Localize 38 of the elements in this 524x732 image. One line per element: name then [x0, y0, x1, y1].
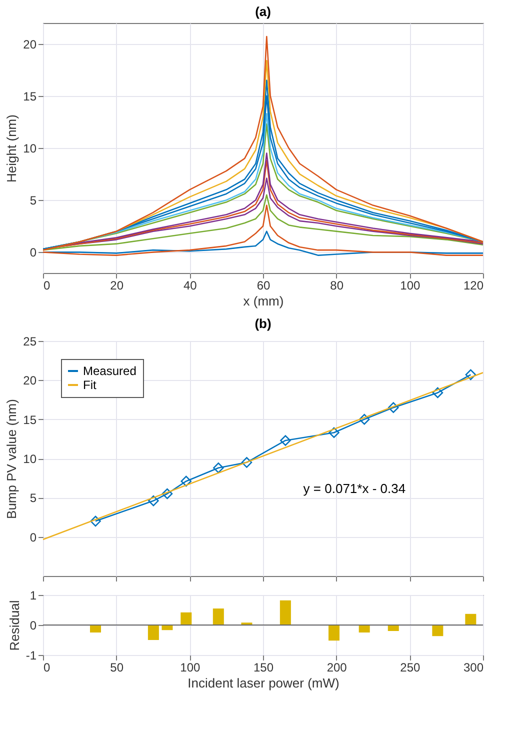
- x-tick-label: 60: [256, 278, 270, 292]
- legend-label: Fit: [83, 378, 97, 392]
- y-tick-label: 5: [30, 194, 37, 208]
- legend-label: Measured: [83, 364, 136, 378]
- x-tick-label: 40: [183, 278, 198, 292]
- x-tick-label: 150: [253, 660, 274, 674]
- y-tick-label: 10: [23, 142, 37, 156]
- x-tick-label: 100: [400, 278, 420, 292]
- chart-title: (b): [254, 316, 272, 331]
- x-tick-label: 200: [326, 660, 348, 674]
- x-tick-label: 80: [330, 278, 344, 292]
- x-tick-label: 50: [110, 660, 124, 674]
- y-tick-label: 0: [30, 246, 37, 260]
- x-axis-title: Incident laser power (mW): [188, 676, 340, 690]
- y-tick-label: 25: [23, 334, 37, 348]
- y-axis-title: Residual: [6, 600, 22, 651]
- y-tick-label: 15: [23, 89, 37, 104]
- x-tick-label: 20: [110, 278, 124, 292]
- x-axis-title: x (mm): [243, 294, 284, 308]
- y-tick-label: 0: [30, 618, 37, 632]
- y-axis-title: Height (nm): [4, 114, 20, 182]
- y-tick-label: 0: [30, 530, 37, 544]
- annotation: y = 0.071*x - 0.34: [303, 481, 406, 496]
- y-tick-label: 5: [30, 491, 37, 506]
- x-tick-label: 100: [180, 660, 200, 674]
- y-tick-label: 10: [23, 452, 37, 466]
- x-tick-label: 0: [44, 278, 50, 292]
- y-tick-label: 20: [23, 37, 37, 52]
- y-tick-label: 20: [23, 374, 37, 388]
- x-tick-label: 250: [400, 660, 420, 674]
- chart-title: (a): [255, 4, 271, 19]
- y-tick-label: -1: [26, 648, 37, 662]
- x-tick-label: 120: [463, 278, 484, 292]
- y-tick-label: 15: [23, 412, 37, 427]
- y-axis-title: Bump PV value (nm): [4, 399, 20, 519]
- x-tick-label: 0: [44, 660, 50, 674]
- x-tick-label: 300: [463, 660, 484, 674]
- y-tick-label: 1: [30, 588, 37, 602]
